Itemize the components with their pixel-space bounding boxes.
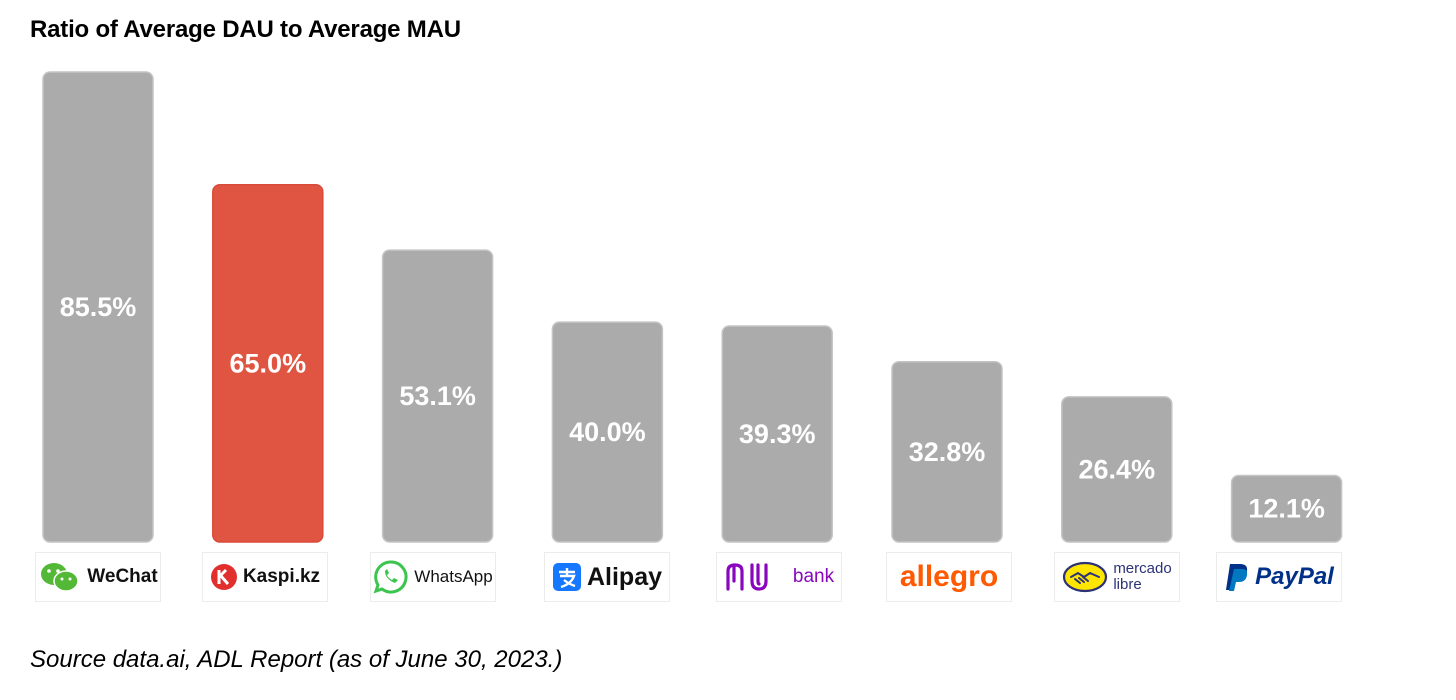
- bar-mercado-libre: [1061, 396, 1173, 543]
- bar-value-label: 85.5%: [60, 292, 137, 322]
- bar-kaspi-kz: [212, 183, 324, 543]
- handshake-icon: [1063, 561, 1108, 593]
- bar-wechat: [42, 71, 154, 543]
- bar-value-label: 26.4%: [1079, 454, 1156, 484]
- logo-label: mercado: [1113, 560, 1172, 577]
- logo-label: WhatsApp: [414, 567, 493, 586]
- logo-mercadolibre: mercado libre: [1054, 552, 1180, 602]
- logo-whatsapp: WhatsApp: [370, 552, 496, 602]
- bar-value-label: 12.1%: [1248, 494, 1325, 524]
- logo-kaspi: Kaspi.kz: [202, 552, 328, 602]
- logo-label: allegro: [899, 560, 999, 593]
- logo-label: bank: [792, 566, 835, 587]
- logo-alipay: Alipay: [544, 552, 670, 602]
- bar-value-label: 32.8%: [909, 437, 986, 467]
- alipay-icon: [552, 563, 581, 591]
- bar-value-label: 65.0%: [230, 348, 307, 378]
- whatsapp-icon: [373, 560, 408, 594]
- logo-label: PayPal: [1255, 563, 1334, 590]
- logo-paypal: PayPal: [1216, 552, 1342, 602]
- bar-nubank: [721, 325, 833, 543]
- nu-icon: [726, 563, 768, 591]
- logo-label: Alipay: [586, 562, 663, 591]
- bar-value-label: 53.1%: [399, 381, 476, 411]
- paypal-icon: [1226, 564, 1248, 591]
- logo-label-line2: libre: [1113, 576, 1142, 593]
- bar-allegro: [891, 360, 1003, 543]
- logo-label: Kaspi.kz: [242, 566, 321, 587]
- kaspi-icon: [210, 564, 237, 590]
- wechat-icon: [41, 563, 80, 592]
- bar-value-label: 40.0%: [569, 417, 646, 447]
- bar-paypal: [1230, 474, 1343, 543]
- bar-value-label: 39.3%: [739, 419, 816, 449]
- logo-nubank: bank: [716, 552, 842, 602]
- chart-title: Ratio of Average DAU to Average MAU: [30, 16, 461, 43]
- logo-wechat: WeChat: [35, 552, 161, 602]
- bar-whatsapp: [381, 249, 494, 543]
- logo-allegro: allegro: [886, 552, 1012, 602]
- source-note: Source data.ai, ADL Report (as of June 3…: [30, 646, 563, 673]
- logo-label: WeChat: [87, 566, 158, 587]
- bar-alipay: [551, 321, 664, 543]
